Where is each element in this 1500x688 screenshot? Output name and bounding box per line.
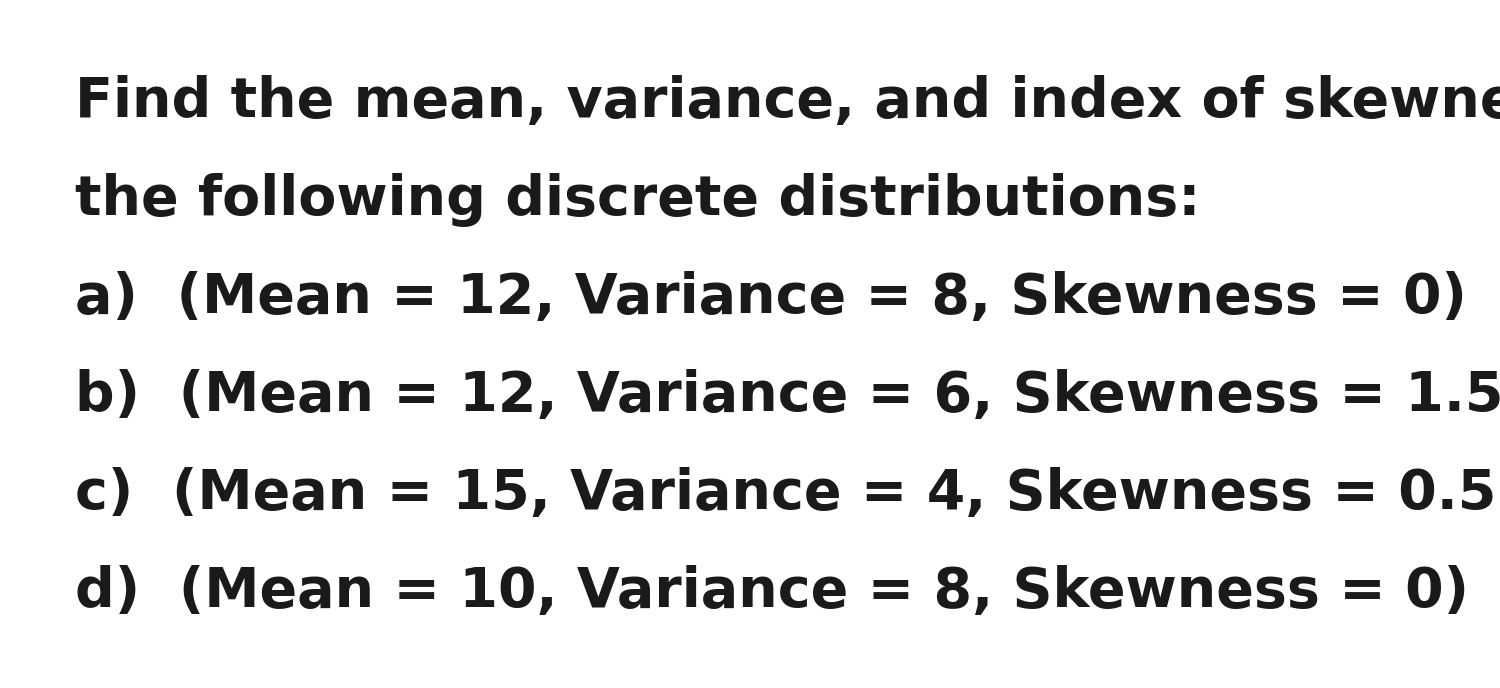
Text: c)  (Mean = 15, Variance = 4, Skewness = 0.5): c) (Mean = 15, Variance = 4, Skewness = … bbox=[75, 467, 1500, 521]
Text: a)  (Mean = 12, Variance = 8, Skewness = 0): a) (Mean = 12, Variance = 8, Skewness = … bbox=[75, 271, 1467, 325]
Text: b)  (Mean = 12, Variance = 6, Skewness = 1.5): b) (Mean = 12, Variance = 6, Skewness = … bbox=[75, 369, 1500, 423]
Text: Find the mean, variance, and index of skewness for: Find the mean, variance, and index of sk… bbox=[75, 75, 1500, 129]
Text: the following discrete distributions:: the following discrete distributions: bbox=[75, 173, 1200, 227]
Text: d)  (Mean = 10, Variance = 8, Skewness = 0): d) (Mean = 10, Variance = 8, Skewness = … bbox=[75, 565, 1468, 619]
